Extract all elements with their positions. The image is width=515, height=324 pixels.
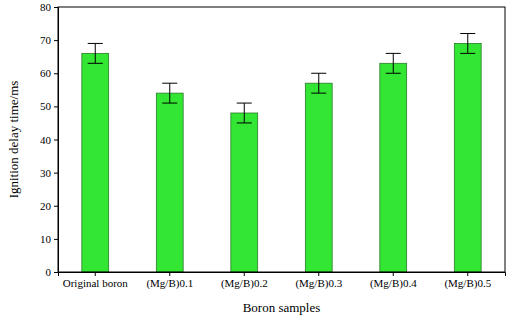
x-tick-label: (Mg/B)0.5: [444, 277, 491, 290]
error-bar: [311, 73, 326, 93]
error-cap: [386, 53, 401, 54]
y-tick-mark: [54, 206, 58, 207]
x-axis-title: Boron samples: [243, 300, 321, 315]
y-tick-label: 70: [40, 34, 52, 46]
y-tick-label: 20: [40, 200, 52, 212]
error-cap: [88, 63, 103, 64]
y-axis-line: [54, 8, 59, 273]
bar: [156, 93, 183, 272]
y-tick-mark: [54, 7, 58, 8]
error-bar: [162, 83, 177, 103]
error-bar: [460, 34, 475, 54]
x-tick: (Mg/B)0.1: [146, 272, 193, 290]
y-tick: 60: [40, 67, 58, 79]
x-tick-mark: [318, 272, 319, 276]
error-line: [318, 73, 319, 93]
marks: [82, 34, 481, 273]
error-cap: [311, 93, 326, 94]
x-axis: Original boron (Mg/B)0.1 (Mg/B)0.2 (Mg/B)0.…: [59, 272, 506, 290]
x-axis-line: [59, 273, 506, 277]
error-line: [95, 43, 96, 63]
error-cap: [386, 73, 401, 74]
error-cap: [237, 122, 252, 123]
y-tick-label: 40: [40, 134, 52, 146]
y-tick: 20: [40, 200, 58, 212]
frame: [58, 7, 505, 272]
plot: 0 10 20 30 40 50 60 70 80 Original boron (Mg/B)0.1…: [40, 1, 506, 290]
x-tick-label: (Mg/B)0.4: [370, 277, 417, 290]
error-cap: [162, 103, 177, 104]
y-tick-mark: [54, 173, 58, 174]
y-tick-label: 0: [46, 266, 52, 278]
y-axis: 0 10 20 30 40 50 60 70 80: [40, 1, 59, 278]
y-tick: 80: [40, 1, 58, 13]
y-tick-label: 10: [40, 233, 52, 245]
y-tick: 30: [40, 167, 58, 179]
y-tick-label: 30: [40, 167, 52, 179]
x-tick: (Mg/B)0.3: [295, 272, 342, 290]
y-tick-mark: [54, 272, 58, 273]
bar: [454, 43, 481, 272]
error-line: [169, 83, 170, 103]
x-tick: (Mg/B)0.5: [444, 272, 491, 290]
x-tick-label: Original boron: [63, 277, 129, 289]
y-tick: 70: [40, 34, 58, 46]
x-tick-label: (Mg/B)0.3: [295, 277, 342, 290]
y-tick-mark: [54, 106, 58, 107]
y-tick-mark: [54, 40, 58, 41]
x-tick-label: (Mg/B)0.2: [221, 277, 268, 290]
error-line: [393, 53, 394, 73]
y-tick-label: 50: [40, 100, 52, 112]
error-bar: [386, 53, 401, 73]
y-axis-title: Ignition delay time/ms: [6, 81, 21, 199]
error-cap: [237, 103, 252, 104]
error-cap: [162, 83, 177, 84]
x-tick: Original boron: [63, 272, 129, 289]
error-cap: [311, 73, 326, 74]
bar: [380, 63, 407, 272]
y-tick-label: 60: [40, 67, 52, 79]
error-cap: [88, 43, 103, 44]
y-tick: 40: [40, 134, 58, 146]
x-tick: (Mg/B)0.2: [221, 272, 268, 290]
chart: 0 10 20 30 40 50 60 70 80 Original boron (Mg/B)0.1…: [0, 0, 515, 324]
y-tick-label: 80: [40, 1, 52, 13]
error-line: [244, 103, 245, 123]
y-tick: 10: [40, 233, 58, 245]
bar: [231, 113, 258, 272]
bar: [305, 83, 332, 272]
error-bar: [237, 103, 252, 123]
y-tick-mark: [54, 73, 58, 74]
error-bar: [88, 43, 103, 63]
x-tick-label: (Mg/B)0.1: [146, 277, 193, 290]
bar: [82, 53, 109, 272]
y-tick-mark: [54, 239, 58, 240]
y-tick: 0: [46, 266, 59, 278]
x-tick-mark: [393, 272, 394, 276]
x-tick-mark: [169, 272, 170, 276]
x-tick-mark: [95, 272, 96, 276]
x-tick-mark: [467, 272, 468, 276]
error-line: [467, 34, 468, 54]
y-tick-mark: [54, 140, 58, 141]
error-cap: [460, 53, 475, 54]
x-tick-mark: [244, 272, 245, 276]
error-cap: [460, 33, 475, 34]
y-tick: 50: [40, 100, 58, 112]
x-tick: (Mg/B)0.4: [370, 272, 417, 290]
